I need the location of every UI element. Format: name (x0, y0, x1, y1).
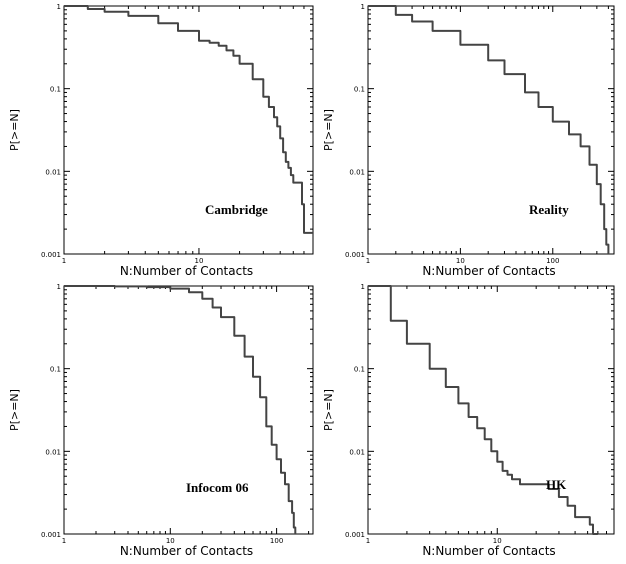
y-tick-label: 0.1 (50, 366, 61, 374)
y-tick-label: 0.01 (45, 168, 61, 176)
y-tick-label: 0.01 (45, 448, 61, 456)
y-tick-label: 0.001 (345, 251, 365, 259)
y-tick-label: 1 (57, 283, 61, 291)
dataset-label: Cambridge (205, 202, 268, 217)
y-tick-label: 1 (361, 283, 365, 291)
y-tick-label: 0.001 (41, 251, 61, 259)
panel-2: 1 10 100 1 0.1 0.01 0.001 N:Number of Contacts P… (322, 3, 615, 278)
y-tick-label: 1 (361, 3, 365, 11)
plot-frame (367, 5, 615, 255)
x-axis-label: N:Number of Contacts (422, 264, 555, 278)
y-tick-label: 0.001 (41, 531, 61, 539)
y-axis-label: P[>=N] (322, 109, 335, 151)
x-axis-label: N:Number of Contacts (120, 544, 253, 558)
x-tick-label: 10 (166, 537, 175, 545)
x-tick-label: 1 (62, 257, 66, 265)
dataset-label: HK (546, 477, 567, 492)
y-tick-label: 0.1 (354, 86, 365, 94)
x-tick-label: 1 (366, 257, 370, 265)
plot-frame (367, 285, 615, 535)
ccdf-line (368, 5, 610, 254)
x-tick-label: 1 (62, 537, 66, 545)
ccdf-line (64, 5, 313, 234)
x-axis-label: N:Number of Contacts (120, 264, 253, 278)
y-tick-label: 0.01 (349, 168, 365, 176)
x-tick-label: 10 (493, 537, 502, 545)
y-axis-label: P[>=N] (322, 389, 335, 431)
y-tick-label: 1 (57, 3, 61, 11)
y-tick-label: 0.01 (349, 448, 365, 456)
plot-frame (63, 285, 314, 535)
dataset-label: Infocom 06 (186, 480, 249, 495)
panel-4: 1 10 1 0.1 0.01 0.001 N:Number of Contacts P[>=… (322, 283, 615, 558)
x-tick-label: 100 (546, 257, 559, 265)
panel-3: 1 10 100 1 0.1 0.01 0.001 N:Number of Contacts P… (8, 283, 314, 558)
x-tick-label: 10 (194, 257, 203, 265)
y-tick-label: 0.1 (50, 86, 61, 94)
x-tick-label: 10 (456, 257, 465, 265)
ccdf-line (368, 285, 598, 535)
y-axis-label: P[>=N] (8, 109, 21, 151)
y-tick-label: 0.001 (345, 531, 365, 539)
y-axis-label: P[>=N] (8, 389, 21, 431)
plot-frame (63, 5, 314, 255)
y-tick-label: 0.1 (354, 366, 365, 374)
ccdf-line (64, 285, 297, 534)
x-axis-label: N:Number of Contacts (422, 544, 555, 558)
panel-1: 1 10 1 0.1 0.01 0.001 N:Number of Contacts P[>=… (8, 3, 314, 278)
x-tick-label: 1 (366, 537, 370, 545)
dataset-label: Reality (529, 202, 569, 217)
x-tick-label: 100 (270, 537, 283, 545)
